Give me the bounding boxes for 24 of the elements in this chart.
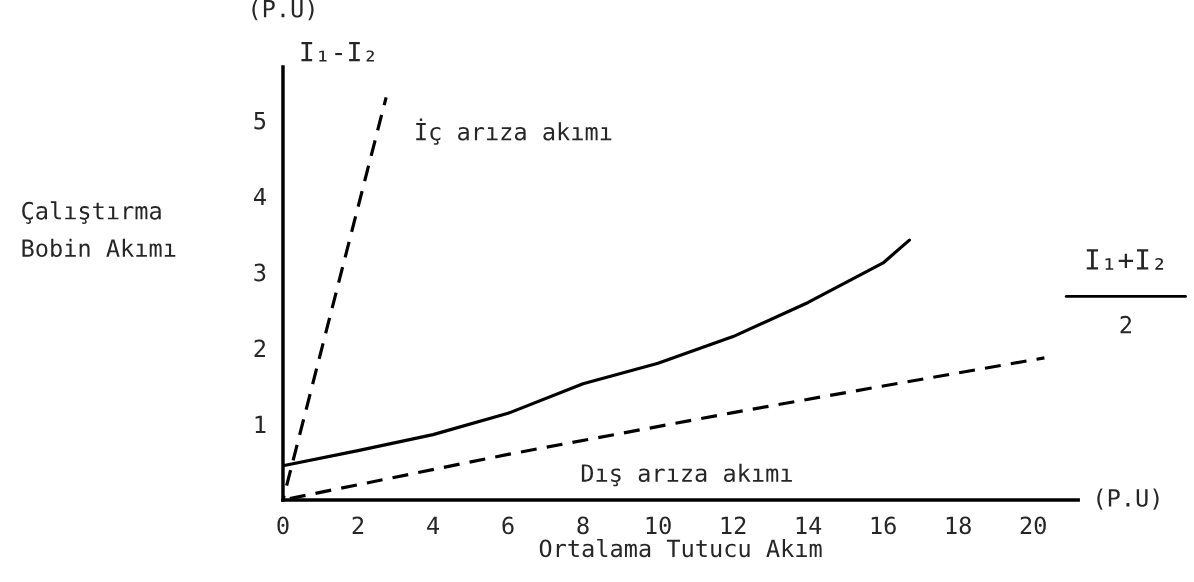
text: I₁+I₂ 2 <box>1086 249 1164 334</box>
series-label: Dış arıza akımı <box>581 463 792 487</box>
x-tick-label: 6 <box>502 516 514 535</box>
x-axis-title: Ortalama Tutucu Akım <box>539 538 822 558</box>
y-tick-label: 2 <box>254 339 265 358</box>
x-tick-label: 10 <box>646 516 671 535</box>
x-tick-label: 20 <box>1020 516 1046 535</box>
text: (P.U) <box>252 0 314 21</box>
series-label: İç arıza akımı <box>416 118 612 145</box>
text: (P.U) <box>1097 488 1159 510</box>
y-tick-label: 3 <box>254 263 266 282</box>
y-tick-label: 1 <box>255 415 266 433</box>
y-axis-title: Çalıştırma Bobin Akımı <box>22 201 176 258</box>
x-tick-label: 18 <box>946 516 971 535</box>
x-tick-label: 14 <box>796 516 822 534</box>
x-tick-label: 12 <box>721 516 746 534</box>
x-tick-label: 8 <box>577 516 589 535</box>
x-tick-label: 2 <box>352 516 364 534</box>
y-tick-label: 5 <box>254 111 266 130</box>
x-tick-label: 0 <box>277 516 289 535</box>
x-tick-label: 4 <box>427 516 439 534</box>
text: I₁-I₂ <box>301 42 374 62</box>
x-tick-label: 16 <box>871 516 896 535</box>
y-tick-label: 4 <box>253 187 266 206</box>
